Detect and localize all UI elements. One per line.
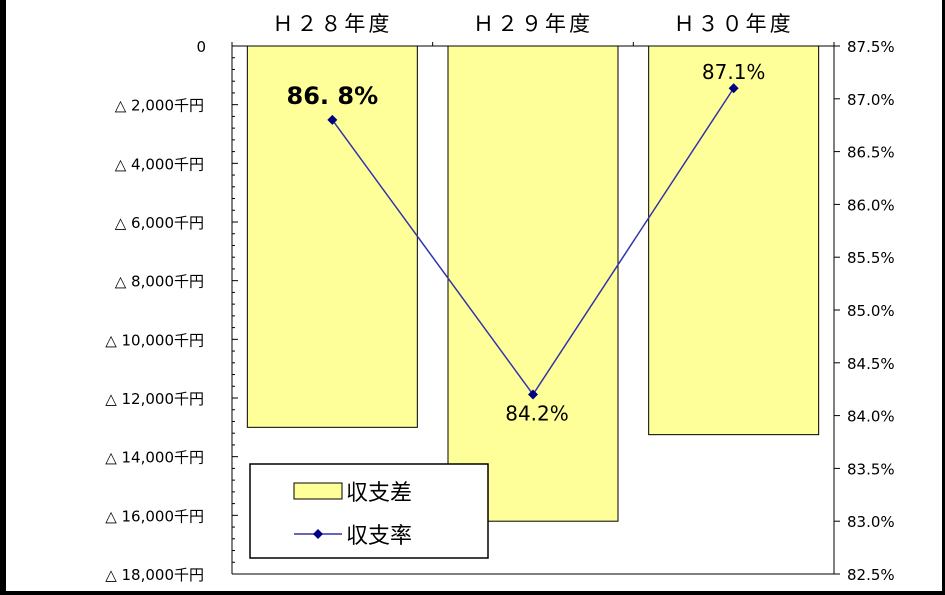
bar-2 bbox=[447, 45, 619, 522]
category-label: Ｈ２９年度 bbox=[473, 12, 593, 36]
right-tick-label: 87.5% bbox=[847, 38, 895, 56]
legend-label-line: 収支率 bbox=[346, 524, 412, 549]
left-tick-label: △ 18,000千円 bbox=[105, 566, 204, 584]
right-tick-label: 86.5% bbox=[847, 144, 895, 162]
bar-1 bbox=[246, 45, 418, 428]
right-tick-label: 87.0% bbox=[847, 91, 895, 109]
chart-svg: Ｈ２８年度 Ｈ２９年度 Ｈ３０年度 0 △ 2,000千円 △ 4,000千円 △ 6,00… bbox=[105, 12, 895, 584]
category-label: Ｈ２８年度 bbox=[272, 12, 392, 36]
left-tick-label: 0 bbox=[196, 38, 206, 56]
ratio-point-3 bbox=[728, 83, 739, 94]
ratio-point-2 bbox=[528, 389, 538, 400]
left-tick-label: △ 12,000千円 bbox=[105, 390, 204, 408]
bar-3 bbox=[648, 45, 820, 436]
left-tick-label: △ 16,000千円 bbox=[105, 507, 204, 525]
legend-swatch-marker bbox=[313, 529, 323, 539]
right-tick-label: 83.5% bbox=[847, 460, 895, 478]
left-tick-label: △ 8,000千円 bbox=[115, 273, 204, 291]
right-tick-label: 82.5% bbox=[847, 566, 895, 584]
left-tick-label: △ 10,000千円 bbox=[105, 331, 204, 349]
left-tick-label: △ 6,000千円 bbox=[115, 214, 204, 232]
left-tick-label: △ 2,000千円 bbox=[115, 97, 204, 115]
ratio-data-label: 84.2% bbox=[505, 401, 569, 425]
right-tick-label: 85.0% bbox=[847, 302, 895, 320]
category-label: Ｈ３０年度 bbox=[674, 12, 794, 36]
legend-swatch-bar bbox=[293, 482, 343, 500]
left-tick-label: △ 14,000千円 bbox=[105, 449, 204, 467]
right-tick-label: 84.0% bbox=[847, 408, 895, 426]
legend-label-bar: 収支差 bbox=[346, 481, 412, 506]
ratio-data-label: 87.1% bbox=[702, 60, 766, 84]
legend-box bbox=[249, 463, 489, 559]
left-tick-label: △ 4,000千円 bbox=[115, 155, 204, 173]
chart: Ｈ２８年度 Ｈ２９年度 Ｈ３０年度 0 △ 2,000千円 △ 4,000千円 △ 6,00… bbox=[6, 0, 942, 591]
right-tick-label: 86.0% bbox=[847, 196, 895, 214]
ratio-data-label: 86. 8% bbox=[287, 82, 379, 110]
right-tick-label: 83.0% bbox=[847, 513, 895, 531]
ratio-point-1 bbox=[327, 114, 338, 125]
right-tick-label: 85.5% bbox=[847, 249, 895, 267]
right-tick-label: 84.5% bbox=[847, 355, 895, 373]
